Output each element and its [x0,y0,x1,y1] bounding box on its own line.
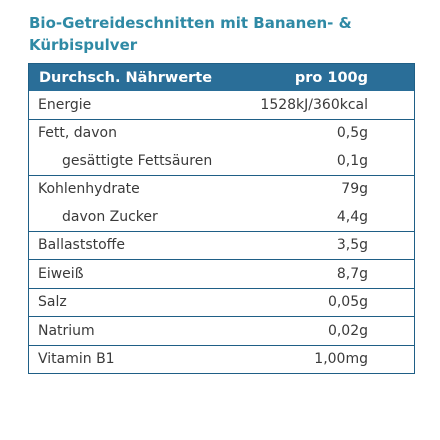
row-label: Fett, davon [38,125,117,142]
row-label: davon Zucker [62,208,158,225]
row-label: Ballaststoffe [38,237,125,254]
row-value: 0,05g [327,294,368,311]
header-unit: pro 100g [294,69,368,86]
group-salt: Salz 0,05g [29,287,414,317]
table-row: Ballaststoffe 3,5g [29,232,414,260]
row-label: Salz [38,294,67,311]
table-row: Salz 0,05g [29,289,414,317]
group-protein: Eiweiß 8,7g [29,259,414,288]
table-row: Vitamin B1 1,00mg [29,346,414,374]
table-row: Natrium 0,02g [29,317,414,345]
nutrition-table: Durchsch. Nährwerte pro 100g Energie 152… [28,63,415,374]
row-value: 1,00mg [314,351,368,368]
row-value: 79g [341,181,368,198]
group-sodium: Natrium 0,02g [29,316,414,345]
header-label: Durchsch. Nährwerte [39,69,213,86]
row-label: Energie [38,96,92,113]
group-carbohydrates: Kohlenhydrate 79g davon Zucker 4,4g [29,174,414,231]
row-label: Kohlenhydrate [38,181,140,198]
row-value: 1528kJ/360kcal [260,96,368,113]
group-energy: Energie 1528kJ/360kcal [29,91,414,119]
table-row: Energie 1528kJ/360kcal [29,91,414,119]
row-label: Natrium [38,322,95,339]
table-row: Fett, davon 0,5g [29,120,414,148]
row-value: 0,02g [327,322,368,339]
table-row: Kohlenhydrate 79g [29,176,414,204]
group-fat: Fett, davon 0,5g gesättigte Fettsäuren 0… [29,118,414,175]
row-value: 4,4g [336,208,368,225]
row-value: 8,7g [336,265,368,282]
group-vitamin-b1: Vitamin B1 1,00mg [29,344,414,374]
row-value: 0,1g [336,152,368,169]
row-value: 0,5g [336,125,368,142]
table-row: davon Zucker 4,4g [29,203,414,231]
table-header: Durchsch. Nährwerte pro 100g [29,64,414,91]
row-label: Vitamin B1 [38,351,115,368]
table-row: gesättigte Fettsäuren 0,1g [29,147,414,175]
group-fibre: Ballaststoffe 3,5g [29,230,414,260]
product-title: Bio-Getreideschnitten mit Bananen- & Kür… [29,14,352,54]
row-label: gesättigte Fettsäuren [62,152,213,169]
row-value: 3,5g [336,237,368,254]
row-label: Eiweiß [38,265,84,282]
table-row: Eiweiß 8,7g [29,260,414,288]
